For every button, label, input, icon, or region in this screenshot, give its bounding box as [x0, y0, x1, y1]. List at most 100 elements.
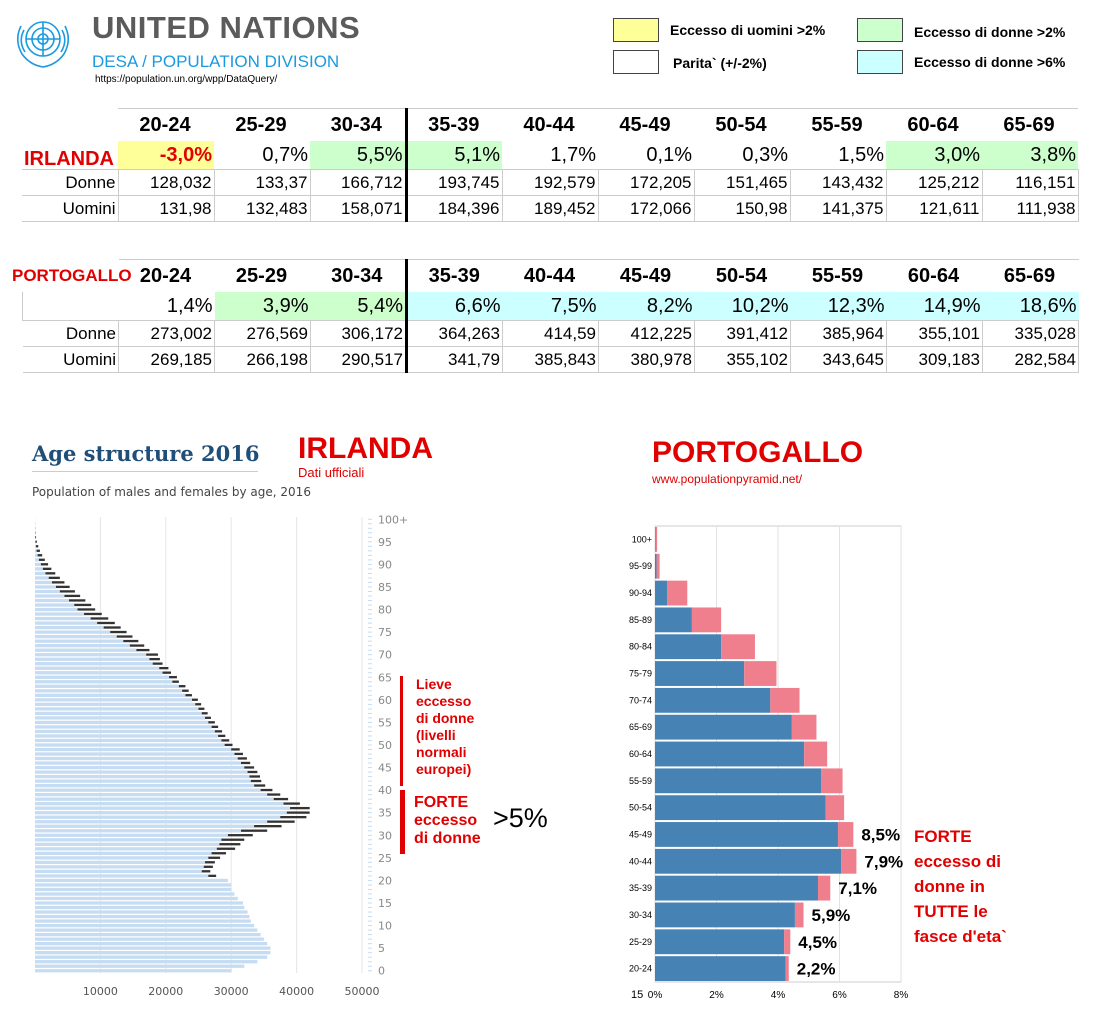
age-bar	[35, 951, 271, 955]
female-excess-bar	[219, 843, 241, 846]
value-cell: 150,98	[694, 195, 791, 222]
excess-cell: 5,4%	[310, 292, 407, 321]
y-extra-tick-label: 15	[631, 989, 643, 1001]
male-bar	[655, 634, 722, 660]
y-tick-label: 20	[378, 874, 392, 887]
age-bar	[35, 680, 173, 684]
age-bar	[35, 571, 46, 576]
male-bar	[655, 580, 668, 606]
excess-cell: 1,4%	[118, 292, 215, 321]
y-tick-label: 50	[378, 739, 392, 752]
age-bar	[35, 725, 212, 729]
male-bar	[655, 661, 745, 686]
female-excess-bar	[116, 635, 133, 638]
value-cell: 133,37	[214, 169, 311, 196]
age-bar	[35, 824, 255, 828]
female-excess-bar	[205, 716, 211, 719]
female-excess-bar	[42, 567, 52, 570]
age-header: 50-54	[694, 259, 791, 292]
strong-excess-note: FORTE eccesso di donne	[414, 794, 481, 847]
age-header: 25-29	[214, 108, 310, 141]
male-bar	[655, 902, 795, 928]
age-bar	[35, 662, 153, 666]
age-bar	[35, 869, 202, 874]
age-header: 65-69	[982, 259, 1079, 292]
excess-cell: 6,6%	[405, 292, 503, 321]
female-excess-bar	[249, 775, 260, 778]
age-bar	[35, 567, 43, 571]
female-excess-bar	[129, 644, 145, 647]
legend-label-men: Eccesso di uomini >2%	[670, 22, 826, 38]
female-excess-bar	[146, 653, 158, 656]
y-tick-label: 95	[378, 536, 392, 549]
value-cell: 158,071	[310, 195, 407, 222]
female-excess-bar	[656, 553, 660, 579]
female-excess-bar	[216, 847, 236, 850]
legend-label-women-2: Eccesso di donne >2%	[914, 24, 1066, 40]
value-cell: 269,185	[118, 346, 215, 373]
row-label: Donne	[22, 320, 119, 347]
value-cell: 385,843	[502, 346, 599, 373]
age-bar	[35, 811, 287, 815]
age-bar	[35, 969, 232, 973]
age-bar	[35, 671, 163, 675]
age-bar	[35, 666, 160, 670]
female-excess-bar	[825, 795, 845, 821]
excess-cell: 5,5%	[310, 141, 406, 170]
age-bar	[35, 806, 291, 810]
row-label: Donne	[22, 169, 119, 196]
female-excess-bar	[45, 572, 56, 575]
age-header: 40-44	[502, 259, 599, 292]
age-bar	[35, 856, 209, 860]
female-excess-bar	[35, 536, 37, 539]
age-bar	[35, 594, 65, 598]
age-bar	[35, 779, 251, 783]
y-tick-label: 45	[378, 762, 392, 775]
age-bar	[35, 653, 147, 657]
title-underline	[32, 471, 258, 472]
age-group-label: 80-84	[629, 642, 652, 652]
age-header: 25-29	[214, 259, 311, 292]
male-bar	[655, 741, 805, 767]
value-cell: 121,611	[886, 195, 983, 222]
age-bar	[35, 874, 209, 878]
x-tick-label: 2%	[709, 990, 724, 1001]
female-excess-bar	[237, 757, 247, 760]
age-bar	[35, 793, 268, 797]
age-header: 60-64	[886, 259, 983, 292]
ireland-uomini-row: Uomini 131,98 132,483 158,071 184,396 18…	[22, 195, 1079, 222]
female-excess-bar	[221, 838, 245, 841]
age-bar	[35, 553, 38, 558]
age-bar	[35, 960, 258, 964]
male-bar	[655, 714, 792, 740]
value-cell: 355,101	[886, 320, 983, 347]
age-bar	[35, 946, 271, 950]
value-cell: 125,212	[886, 169, 983, 196]
portugal-strong-note: FORTE eccesso di donne in TUTTE le fasce…	[914, 827, 1007, 946]
age-bar	[35, 693, 186, 697]
female-excess-bar	[169, 676, 177, 679]
age-bar	[35, 820, 268, 824]
value-cell: 276,569	[214, 320, 311, 347]
age-bar	[35, 747, 232, 752]
value-cell: 193,745	[404, 169, 503, 196]
age-group-label: 40-44	[629, 856, 652, 866]
female-excess-bar	[254, 784, 266, 787]
age-bar	[35, 932, 261, 937]
female-excess-bar	[35, 540, 37, 543]
female-excess-bar	[211, 852, 226, 855]
value-cell: 189,452	[502, 195, 599, 222]
portugal-table: 20-24 25-29 30-34 35-39 40-44 45-49 50-5…	[22, 259, 1079, 373]
female-excess-bar	[90, 617, 109, 620]
male-bar	[655, 687, 771, 713]
female-excess-bar	[208, 856, 221, 859]
value-cell: 166,712	[310, 169, 407, 196]
female-excess-bar	[224, 743, 233, 747]
age-bar	[35, 919, 251, 923]
value-cell: 131,98	[118, 195, 215, 222]
age-bar	[35, 711, 202, 716]
female-excess-bar	[69, 599, 86, 602]
y-tick-label: 5	[378, 942, 385, 955]
age-bar	[35, 815, 281, 819]
age-bar	[35, 896, 238, 901]
